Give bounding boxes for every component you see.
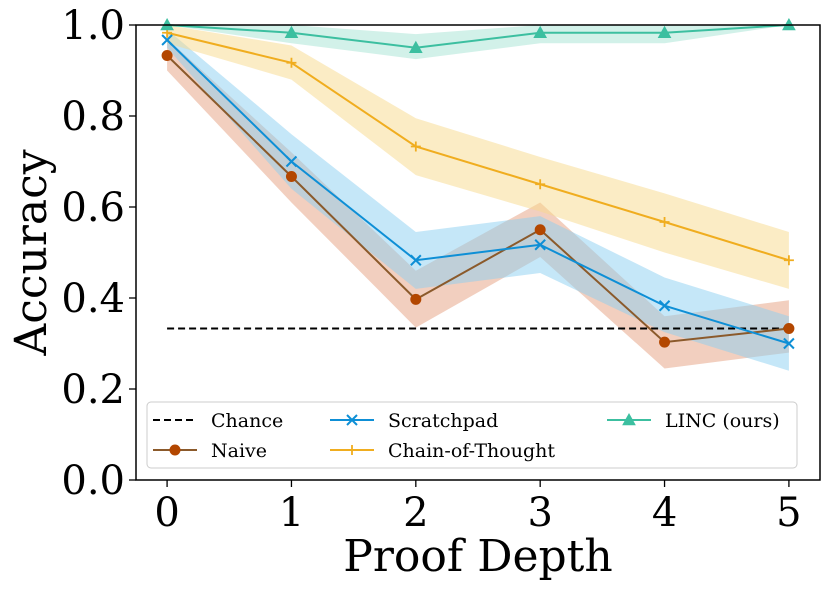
scratchpad-band: [167, 29, 789, 371]
legend-linc-ours-marker: [622, 412, 636, 426]
legend: Chance Naive Scratchpad Chain-of-Thought LIN…: [146, 401, 798, 469]
series-markers: [160, 17, 796, 350]
x-tick-label: 3: [527, 490, 552, 536]
chain-of-thought-point-3: [535, 179, 546, 190]
naive-point-3: [534, 224, 546, 236]
naive-point-1: [285, 171, 297, 183]
x-tick-label: 4: [652, 490, 677, 536]
chain-of-thought-point-5: [783, 255, 794, 266]
scratchpad-point-3: [534, 239, 546, 251]
x-axis-label: Proof Depth: [343, 531, 612, 582]
legend-chain-of-thought-marker: [347, 445, 357, 455]
legend-box: [146, 401, 798, 469]
scratchpad-line: [166, 39, 790, 345]
y-tick-label: 0.2: [61, 367, 125, 413]
legend-linc-ours-label: LINC (ours): [665, 410, 780, 432]
naive-point-4: [659, 336, 671, 348]
legend-scratchpad-label: Scratchpad: [388, 410, 498, 432]
scratchpad-point-4: [658, 300, 671, 312]
scratchpad-point-5: [783, 337, 795, 350]
y-axis-label: Accuracy: [6, 149, 57, 356]
legend-scratchpad-marker: [346, 414, 358, 426]
y-tick-label: 0.0: [61, 458, 125, 504]
scratchpad-point-0: [161, 34, 173, 46]
y-tick-label: 0.4: [61, 276, 125, 322]
linc-ours-point-3: [533, 25, 548, 39]
scratchpad-point-1: [285, 155, 298, 168]
legend-chance-label: Chance: [211, 410, 283, 432]
linc-ours-point-1: [284, 25, 299, 39]
x-tick-label: 2: [403, 490, 428, 536]
linc-ours-line: [167, 24, 789, 49]
naive-line: [166, 54, 790, 344]
series-lines: [166, 24, 790, 345]
chain-of-thought-point-2: [410, 141, 421, 152]
naive-point-2: [410, 293, 422, 305]
chain-of-thought-point-1: [286, 57, 297, 68]
naive-point-5: [783, 322, 795, 334]
chain-of-thought-point-4: [659, 217, 670, 228]
x-tick-label: 1: [279, 490, 304, 536]
scratchpad-point-2: [410, 254, 422, 266]
chain-of-thought-band: [167, 25, 789, 289]
y-tick-label: 0.8: [61, 94, 125, 140]
plot-frame: [135, 24, 821, 481]
axis-ticks: 0 1 2 3 4 5 0.0 0.2 0.4 0.6 0.8 1.0: [61, 3, 801, 536]
chain-of-thought-line: [166, 31, 790, 262]
x-tick-label: 0: [154, 490, 179, 536]
x-tick-label: 5: [776, 490, 801, 536]
linc-ours-point-2: [408, 40, 423, 54]
legend-naive-label: Naive: [211, 440, 267, 462]
y-tick-label: 0.6: [61, 185, 125, 231]
naive-point-0: [161, 49, 173, 61]
y-tick-label: 1.0: [61, 3, 125, 49]
linc-ours-point-4: [657, 25, 672, 39]
legend-chain-of-thought-label: Chain-of-Thought: [388, 440, 555, 462]
legend-naive-marker: [169, 444, 181, 456]
confidence-bands: [167, 25, 789, 371]
